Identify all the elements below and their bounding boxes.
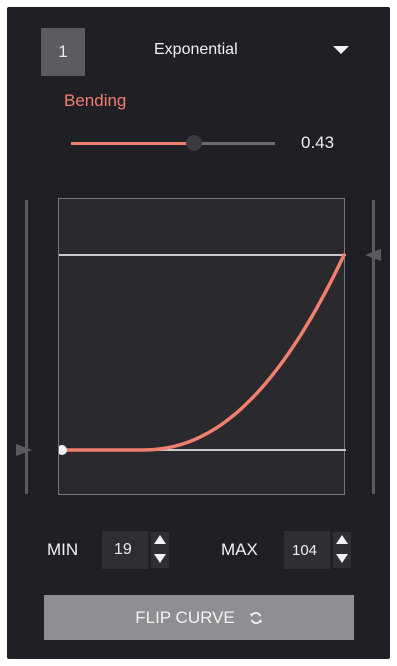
max-stepper[interactable] [333, 532, 351, 568]
flip-curve-button[interactable]: FLIP CURVE [44, 595, 354, 640]
curve-type-label[interactable]: Exponential [154, 41, 238, 58]
bending-slider[interactable] [71, 135, 275, 151]
refresh-icon [249, 611, 262, 624]
flip-curve-label: FLIP CURVE [135, 607, 235, 627]
decrement-icon[interactable] [154, 554, 166, 563]
increment-icon[interactable] [154, 535, 166, 544]
max-value-field[interactable]: 104 [284, 531, 330, 569]
curve-svg [59, 253, 346, 455]
bending-slider-thumb[interactable] [185, 135, 202, 151]
min-label: MIN [47, 540, 79, 559]
bending-label: Bending [64, 91, 127, 110]
channel-number-box[interactable]: 1 [41, 28, 85, 76]
bending-value: 0.43 [301, 133, 335, 152]
increment-icon[interactable] [336, 535, 348, 544]
max-output-handle[interactable] [365, 249, 381, 261]
bending-slider-fill [71, 142, 194, 145]
min-output-rail[interactable] [25, 200, 28, 494]
curve-graph[interactable] [58, 198, 346, 495]
curve-start-point[interactable] [59, 445, 67, 455]
min-value-field[interactable]: 19 [102, 531, 148, 569]
decrement-icon[interactable] [336, 554, 348, 563]
max-output-rail[interactable] [372, 200, 375, 494]
max-label: MAX [221, 540, 258, 559]
min-stepper[interactable] [151, 532, 169, 568]
min-output-handle[interactable] [16, 444, 32, 456]
chevron-down-icon[interactable] [333, 46, 349, 54]
response-curve [60, 253, 346, 452]
